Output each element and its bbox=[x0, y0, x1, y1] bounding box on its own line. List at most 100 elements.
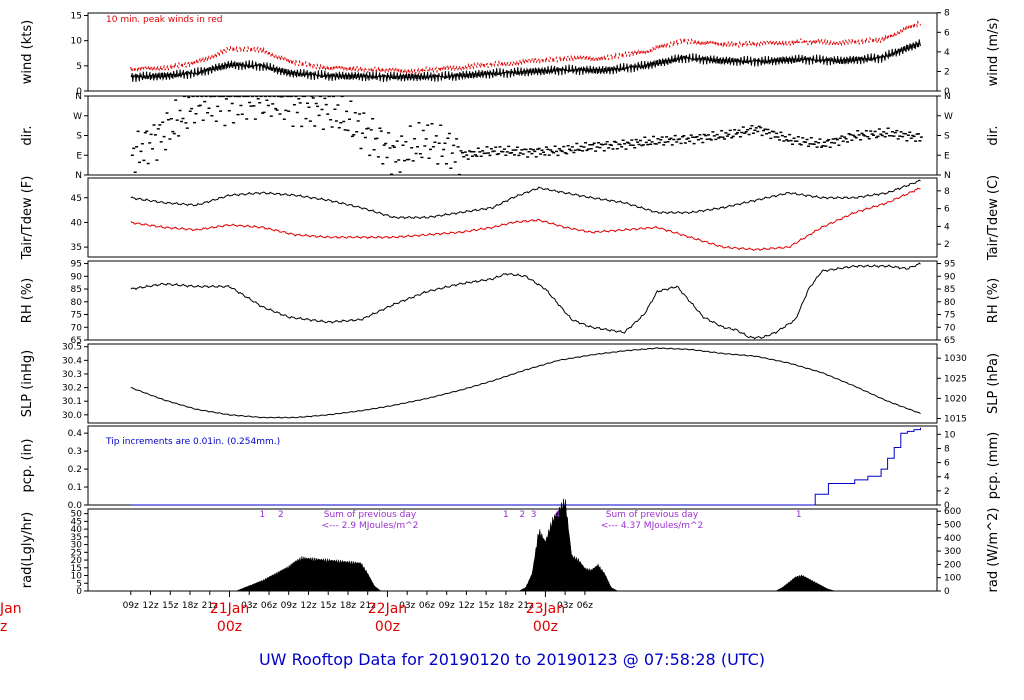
panel-wind: 0 5 10 15 0 2 4 6 8 wind (kts) wind (m/s) 10 min. p… bbox=[20, 9, 1001, 97]
rad-left-tick-label: 25 bbox=[71, 548, 82, 558]
rad-right-tick-label: 100 bbox=[944, 574, 961, 584]
rh-right-tick-label: 95 bbox=[944, 260, 955, 270]
pcp-series-line bbox=[130, 427, 921, 506]
time-tick-label: 15z bbox=[478, 601, 494, 611]
slp-right-tick-label: 1025 bbox=[944, 374, 967, 384]
wind-left-tick-label: 15 bbox=[71, 12, 82, 22]
rad-left-tick-label: 30 bbox=[71, 541, 83, 551]
wind-right-tick-label: 0 bbox=[944, 87, 950, 97]
time-tick-label: 12z bbox=[142, 601, 158, 611]
rad-annotation: Sum of previous day bbox=[324, 510, 417, 520]
panel-rh: 65 70 75 80 85 90 95 65 70 75 80 85 90 95 RH (%) RH (%) bbox=[20, 260, 1001, 346]
dir-series-marks bbox=[130, 95, 923, 176]
wind-right-tick-label: 6 bbox=[944, 28, 950, 38]
rh-left-tick-label: 85 bbox=[71, 285, 82, 295]
pcp-right-tick-label: 0 bbox=[944, 501, 950, 511]
pcp-right-tick-label: 6 bbox=[944, 459, 950, 469]
slp-left-tick-label: 30.0 bbox=[62, 411, 82, 421]
chart-title: UW Rooftop Data for 20190120 to 20190123… bbox=[259, 650, 765, 669]
panel-rad: 051015202530354045500100200300400500600r… bbox=[20, 498, 1001, 597]
dir-right-tick-label: N bbox=[944, 171, 951, 181]
wind-right-label: wind (m/s) bbox=[986, 18, 1001, 87]
rad-frame bbox=[87, 508, 938, 592]
wind-series-line-peak bbox=[130, 19, 921, 75]
rh-left-label: RH (%) bbox=[20, 278, 35, 323]
rad-left-label: rad(Lgly/hr) bbox=[20, 512, 35, 588]
rh-left-tick-label: 80 bbox=[71, 298, 83, 308]
pcp-left-tick-label: 0.4 bbox=[68, 429, 83, 439]
rh-left-tick-label: 90 bbox=[71, 272, 83, 282]
dir-right-label: dir. bbox=[986, 125, 1001, 145]
time-tick-label: 18z bbox=[182, 601, 198, 611]
wind-left-tick-label: 0 bbox=[76, 87, 82, 97]
temp-series-Tair bbox=[130, 179, 921, 220]
rh-right-tick-label: 70 bbox=[944, 323, 956, 333]
rh-left-tick-label: 95 bbox=[71, 260, 82, 270]
rad-left-tick-label: 15 bbox=[71, 564, 82, 574]
time-tick-label: 18z bbox=[340, 601, 356, 611]
time-tick-label: 09z bbox=[439, 601, 455, 611]
dir-left-tick-label: S bbox=[76, 132, 82, 142]
rad-day-mark: 2 bbox=[520, 510, 526, 520]
rad-annotation: <--- 2.9 MJoules/m^2 bbox=[322, 521, 419, 531]
day-label: 21Jan bbox=[210, 601, 249, 617]
rad-right-tick-label: 200 bbox=[944, 560, 961, 570]
rad-right-label: rad (W/m^2) bbox=[986, 508, 1001, 593]
time-tick-label: 09z bbox=[123, 601, 139, 611]
rad-annotation: Sum of previous day bbox=[606, 510, 699, 520]
rad-series-rad bbox=[203, 498, 921, 592]
pcp-annotation: Tip increments are 0.01in. (0.254mm.) bbox=[105, 437, 280, 447]
edge-day-sublabel: z bbox=[0, 619, 7, 635]
rad-left-tick-label: 10 bbox=[71, 572, 83, 582]
slp-right-tick-label: 1015 bbox=[944, 415, 967, 425]
time-tick-label: 06z bbox=[261, 601, 277, 611]
rad-annotation: <--- 4.37 MJoules/m^2 bbox=[601, 521, 703, 531]
rad-right-tick-label: 600 bbox=[944, 507, 961, 517]
day-sublabel: 00z bbox=[217, 619, 242, 635]
time-tick-label: 12z bbox=[300, 601, 316, 611]
pcp-left-tick-label: 0.2 bbox=[68, 465, 82, 475]
time-axis: 09z 12z 15z 18z 21z 03z 06z 09z 12z 15z 18z 21z 03z 0… bbox=[0, 591, 593, 635]
dir-right-tick-label: N bbox=[944, 92, 951, 102]
time-tick-label: 03z bbox=[557, 601, 573, 611]
slp-right-label: SLP (hPa) bbox=[986, 353, 1001, 414]
dir-frame bbox=[87, 95, 938, 176]
dir-right-tick-label: S bbox=[944, 132, 950, 142]
pcp-left-tick-label: 0.3 bbox=[68, 447, 82, 457]
temp-right-label: Tair/Tdew (C) bbox=[986, 175, 1001, 261]
day-label: 23Jan bbox=[526, 601, 565, 617]
dir-series-dir bbox=[130, 95, 923, 176]
temp-series-line-Tdew bbox=[130, 187, 921, 251]
rh-left-tick-label: 70 bbox=[71, 323, 83, 333]
wind-right-tick-label: 4 bbox=[944, 48, 950, 58]
wind-right-tick-label: 2 bbox=[944, 67, 950, 77]
rad-right-tick-label: 500 bbox=[944, 520, 961, 530]
pcp-left-label: pcp. (in) bbox=[20, 439, 35, 493]
slp-left-tick-label: 30.1 bbox=[62, 397, 82, 407]
time-tick-label: 15z bbox=[320, 601, 336, 611]
slp-left-tick-label: 30.4 bbox=[62, 356, 82, 366]
edge-day-label: Jan bbox=[0, 601, 22, 617]
time-tick-label: 21z bbox=[202, 601, 218, 611]
wind-left-tick-label: 5 bbox=[76, 62, 82, 72]
dir-left-tick-label: N bbox=[75, 171, 82, 181]
temp-series-line-Tair bbox=[130, 179, 921, 220]
rad-left-tick-label: 20 bbox=[71, 556, 83, 566]
temp-right-tick-label: 8 bbox=[944, 187, 950, 197]
rh-series-RH bbox=[130, 262, 921, 340]
rad-right-tick-label: 400 bbox=[944, 534, 961, 544]
rh-series-line-RH bbox=[130, 262, 921, 340]
rh-right-label: RH (%) bbox=[986, 278, 1001, 323]
rad-day-mark: 2 bbox=[278, 510, 284, 520]
wind-series-peak bbox=[130, 19, 921, 75]
panel-slp: 30.0 30.1 30.2 30.3 30.4 30.5 1015 1020 1025 1030… bbox=[20, 343, 1001, 425]
rh-right-tick-label: 65 bbox=[944, 336, 955, 346]
slp-right-tick-label: 1020 bbox=[944, 394, 967, 404]
time-tick-label: 06z bbox=[577, 601, 593, 611]
temp-left-tick-label: 40 bbox=[71, 218, 83, 228]
dir-left-tick-label: W bbox=[73, 112, 82, 122]
rad-left-tick-label: 50 bbox=[71, 510, 83, 520]
time-tick-label: 06z bbox=[419, 601, 435, 611]
rad-left-tick-label: 45 bbox=[71, 517, 82, 527]
